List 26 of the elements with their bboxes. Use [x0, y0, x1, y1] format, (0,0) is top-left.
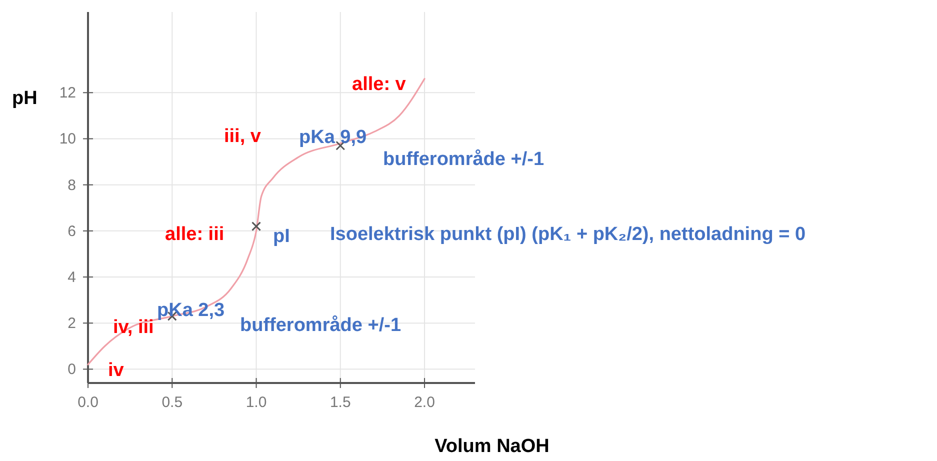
annotation: iv [108, 360, 124, 381]
y-tick-label: 8 [68, 176, 76, 194]
x-tick-label: 0.0 [78, 394, 98, 411]
annotation: bufferområde +/-1 [240, 315, 402, 336]
annotation: pKa 2,3 [157, 300, 225, 321]
x-tick-label: 1.5 [330, 394, 351, 411]
x-tick-label: 0.5 [162, 394, 183, 411]
x-axis-title: Volum NaOH [434, 436, 550, 457]
y-tick-label: 6 [68, 222, 76, 240]
y-axis-title: pH [12, 88, 38, 109]
annotation: alle: v [352, 74, 406, 95]
point [252, 222, 262, 232]
y-tick-label: 12 [59, 84, 76, 102]
annotation: bufferområde +/-1 [383, 149, 544, 170]
annotation: pI [273, 226, 290, 247]
annotation: alle: iii [165, 224, 224, 245]
x-tick-label: 2.0 [414, 394, 435, 411]
x-tick-label: 1.0 [246, 394, 267, 411]
annotation: iv, iii [113, 317, 154, 338]
y-tick-label: 2 [68, 315, 76, 332]
annotation: pKa 9,9 [299, 127, 367, 148]
y-tick-label: 0 [68, 361, 76, 378]
annotation: iii, v [224, 126, 262, 147]
annotation: Isoelektrisk punkt (pI) (pK₁ + pK₂/2), nettoladning = 0 [330, 224, 806, 245]
y-tick-label: 10 [59, 130, 76, 148]
y-tick-label: 4 [68, 269, 76, 286]
